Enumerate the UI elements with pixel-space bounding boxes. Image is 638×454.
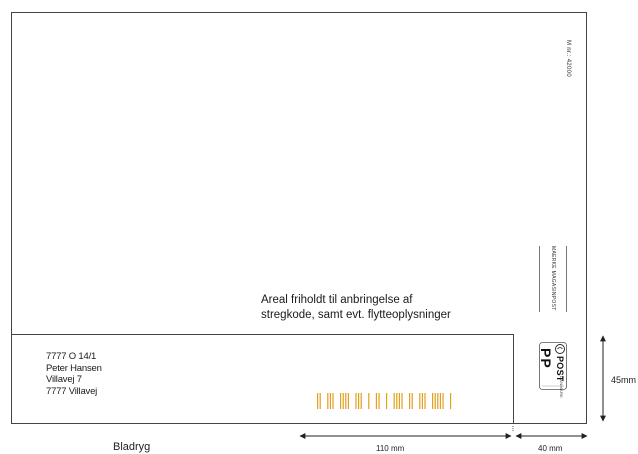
address-line: 7777 Villavej [46,385,98,397]
barcode-area-note: Areal friholdt til anbringelse af stregk… [261,293,451,323]
barcode-bar [355,393,357,409]
pp-text: PP [538,348,554,369]
spine-label: Bladryg [113,441,151,453]
barcode-bar [396,393,398,409]
marking-left-line [539,246,540,312]
barcode-bar [442,393,444,409]
barcode-bar [345,393,347,409]
barcode-bar [342,393,344,409]
marking-right-line [566,246,567,312]
barcode-bar [398,393,400,409]
barcode-bar [319,393,321,409]
marking-text: MAERKE MAGASINPOST [550,246,556,311]
barcode-bar [434,393,436,409]
barcode-bar [401,393,403,409]
barcode-bar [378,393,380,409]
barcode-bar [411,393,413,409]
barcode-bar [375,393,377,409]
dimension-45mm-label: 45mm [611,375,637,385]
barcode-bar [421,393,423,409]
barcode-bar [432,393,434,409]
barcode-bar [329,393,331,409]
barcode-bar [360,393,362,409]
barcode-bar [368,393,370,409]
barcode-bar [393,393,395,409]
barcode-bar [419,393,421,409]
barcode-bar [439,393,441,409]
reference-code: M nr.: 42000 [565,40,571,77]
barcode-bar [386,393,388,409]
address-line: 7777 O 14/1 [46,351,97,362]
barcode-bar [358,393,360,409]
dimension-110mm-label: 110 mm [376,444,405,453]
barcode-note-line-1: Areal friholdt til anbringelse af [261,294,413,306]
barcode-bar [347,393,349,409]
barcode-bar [409,393,411,409]
barcode-bar [450,393,452,409]
envelope-outline [11,12,587,424]
barcode-bar [340,393,342,409]
address-line: Peter Hansen [46,362,102,374]
dimension-40mm-label: 40 mm [538,444,563,453]
barcode [317,393,452,409]
barcode-bar [327,393,329,409]
barcode-note-line-2: stregkode, samt evt. flytteoplysninger [261,309,451,321]
address-block: 7777 O 14/1 Peter Hansen Villavej 7 7777… [46,351,102,397]
address-line: Villavej 7 [46,374,82,385]
country-text: DANMARK [559,376,564,399]
barcode-bar [437,393,439,409]
barcode-bar [424,393,426,409]
barcode-bar [332,393,334,409]
post-logo-icon [539,342,567,390]
barcode-bar [317,393,319,409]
address-strip [11,334,514,424]
postage-paid-stamp: POST PP DANMARK [538,342,567,398]
